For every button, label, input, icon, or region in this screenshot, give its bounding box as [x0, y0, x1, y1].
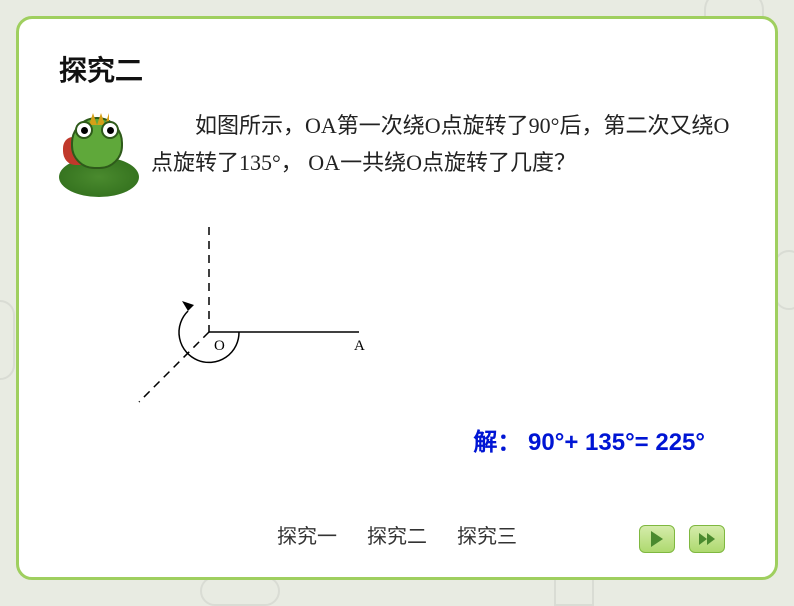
solution-expression: 90°+ 135°= 225° [528, 429, 705, 456]
diagonal-dashed-line [139, 332, 209, 402]
next-button[interactable] [639, 525, 675, 553]
nav-link-1[interactable]: 探究一 [277, 520, 337, 549]
nav-link-2[interactable]: 探究二 [367, 520, 427, 549]
rotation-diagram: O A [109, 217, 735, 422]
bg-decoration [554, 576, 594, 606]
bg-decoration [0, 300, 15, 380]
problem-text: 如图所示，OA第一次绕O点旋转了90°后，第二次又绕O点旋转了135°， OA一… [151, 107, 735, 182]
nav-link-3[interactable]: 探究三 [457, 520, 517, 549]
frog-illustration [59, 107, 139, 197]
play-icon [651, 531, 663, 547]
label-A: A [354, 338, 365, 354]
fast-forward-icon [699, 533, 715, 545]
nav-buttons [639, 525, 725, 553]
slide-title: 探究二 [59, 49, 735, 89]
label-O: O [214, 338, 225, 354]
fast-forward-button[interactable] [689, 525, 725, 553]
solution-text: 解： 90°+ 135°= 225° [473, 422, 705, 457]
bg-decoration [200, 576, 280, 606]
diagram-svg: O A [109, 217, 389, 417]
content-row: 如图所示，OA第一次绕O点旋转了90°后，第二次又绕O点旋转了135°， OA一… [59, 107, 735, 197]
solution-prefix: 解： [473, 429, 521, 456]
slide-container: 探究二 如图所示，OA第一次绕O点旋转了90°后，第二次又绕O点旋转了135°，… [16, 16, 778, 580]
arc-arrowhead [182, 301, 194, 311]
